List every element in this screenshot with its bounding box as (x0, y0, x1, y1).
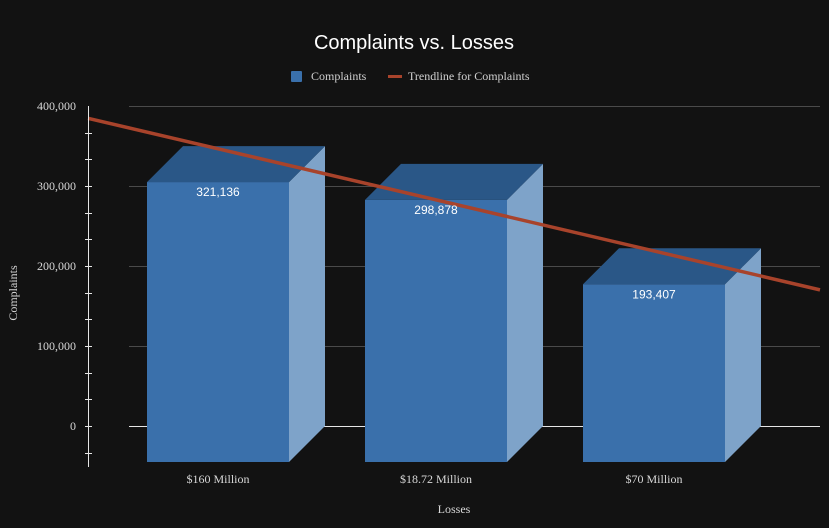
x-tick-label: $70 Million (625, 472, 682, 486)
bar-top-face (365, 163, 543, 200)
y-axis-title: Complaints (6, 265, 20, 321)
bar[interactable] (365, 163, 543, 463)
bar-side-face (289, 146, 325, 463)
bar-front-face (147, 182, 289, 463)
axes: 0 100,000 200,000 300,000 400,000 $160 Millio… (37, 99, 683, 486)
bar-data-label: 298,878 (414, 203, 458, 217)
legend-swatch-complaints[interactable] (291, 71, 302, 82)
legend-label-trendline[interactable]: Trendline for Complaints (408, 69, 530, 83)
trendline-layer (87, 116, 821, 292)
bar-side-face (507, 163, 543, 463)
y-tick-label: 200,000 (37, 259, 76, 273)
y-tick-label: 0 (70, 419, 76, 433)
bar-top-face (147, 146, 325, 183)
x-axis-title: Losses (438, 502, 471, 516)
trendline-complaints[interactable] (87, 116, 821, 292)
bar-front-face (365, 199, 507, 463)
bars (147, 146, 761, 463)
legend: Complaints Trendline for Complaints (291, 69, 530, 83)
bar[interactable] (583, 248, 761, 462)
y-tick-label: 300,000 (37, 179, 76, 193)
y-tick-label: 400,000 (37, 99, 76, 113)
chart-title: Complaints vs. Losses (314, 32, 514, 54)
data-labels: 321,136 298,878 193,407 (196, 185, 676, 301)
bar-side-face (725, 248, 761, 462)
bar-data-label: 193,407 (632, 287, 676, 301)
bar-top-face (583, 248, 761, 285)
legend-label-complaints[interactable]: Complaints (311, 69, 367, 83)
y-tick-label: 100,000 (37, 339, 76, 353)
bar[interactable] (147, 146, 325, 463)
x-tick-label: $160 Million (186, 472, 249, 486)
x-tick-label: $18.72 Million (400, 472, 472, 486)
bar-data-label: 321,136 (196, 185, 240, 199)
bar-front-face (583, 284, 725, 462)
